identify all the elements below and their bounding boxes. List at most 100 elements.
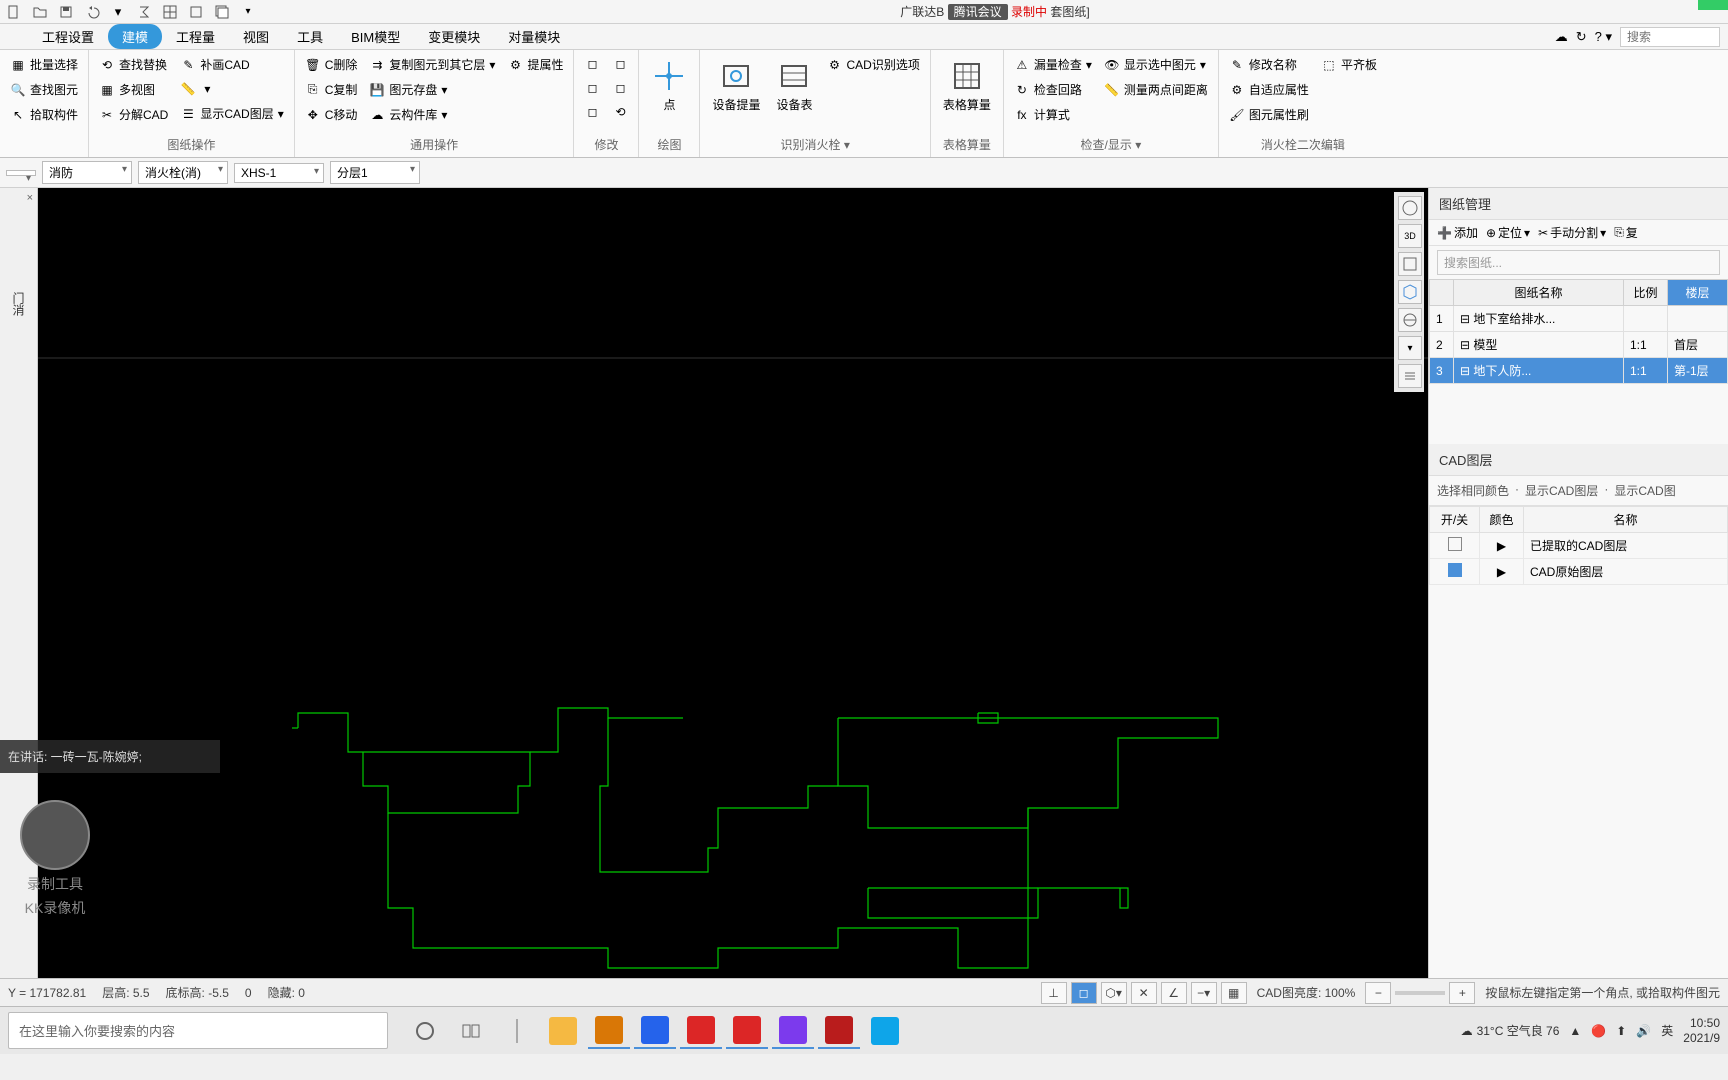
zoom-out-button[interactable]: − bbox=[1365, 982, 1391, 1004]
combo-layer[interactable]: 分层1 bbox=[330, 161, 420, 184]
leak-check-button[interactable]: ⚠漏量检查▾ bbox=[1012, 54, 1094, 75]
drawing-row[interactable]: 1⊟ 地下室给排水... bbox=[1430, 306, 1728, 332]
drawing-row[interactable]: 3⊟ 地下人防...1:1第-1层 bbox=[1430, 358, 1728, 384]
clock[interactable]: 10:50 2021/9 bbox=[1683, 1016, 1720, 1045]
qat-dropdown-icon[interactable]: ▾ bbox=[238, 2, 258, 22]
modify-btn1[interactable]: ◻ bbox=[582, 54, 602, 74]
sb-btn6[interactable]: −▾ bbox=[1191, 982, 1217, 1004]
filter-show-cad2[interactable]: 显示CAD图 bbox=[1614, 482, 1675, 499]
decompose-cad-button[interactable]: ✂分解CAD bbox=[97, 104, 170, 125]
c-copy-button[interactable]: ⎘C复制 bbox=[303, 79, 360, 100]
volume-icon[interactable]: 🔊 bbox=[1636, 1024, 1651, 1038]
3d-mode-icon[interactable]: 3D bbox=[1398, 224, 1422, 248]
orbit-icon[interactable] bbox=[1398, 196, 1422, 220]
tray-icon[interactable]: 🔴 bbox=[1591, 1024, 1606, 1038]
device-table-button[interactable]: 设备表 bbox=[772, 54, 816, 117]
modify-btn5[interactable]: ◻ bbox=[610, 78, 630, 98]
filter-show-cad[interactable]: 显示CAD图层 bbox=[1525, 482, 1598, 499]
tab-view[interactable]: 视图 bbox=[229, 24, 283, 49]
sb-btn4[interactable]: ✕ bbox=[1131, 982, 1157, 1004]
sum-icon[interactable] bbox=[134, 2, 154, 22]
combo-blank[interactable] bbox=[6, 170, 36, 176]
multi-view-button[interactable]: ▦多视图 bbox=[97, 79, 170, 100]
pick-component-button[interactable]: ↖拾取构件 bbox=[8, 104, 80, 125]
tab-change[interactable]: 变更模块 bbox=[414, 24, 494, 49]
cloud-lib-button[interactable]: ☁云构件库▾ bbox=[367, 104, 497, 125]
box-view-icon[interactable] bbox=[1398, 252, 1422, 276]
drawing-row[interactable]: 2⊟ 模型1:1首层 bbox=[1430, 332, 1728, 358]
taskbar-app-app1[interactable] bbox=[588, 1013, 630, 1049]
taskbar-app-cad[interactable] bbox=[634, 1013, 676, 1049]
ruler-button[interactable]: 📏▾ bbox=[178, 79, 285, 99]
sb-btn5[interactable]: ∠ bbox=[1161, 982, 1187, 1004]
modify-btn3[interactable]: ◻ bbox=[582, 102, 602, 122]
ime-label[interactable]: 英 bbox=[1661, 1022, 1673, 1039]
filter-same-color[interactable]: 选择相同颜色 bbox=[1437, 482, 1509, 499]
taskbar-app-app3[interactable] bbox=[726, 1013, 768, 1049]
show-cad-layer-button[interactable]: ☰显示CAD图层▾ bbox=[178, 103, 285, 124]
dropdown-icon[interactable]: ▾ bbox=[1398, 336, 1422, 360]
tray-icon[interactable]: ⬆ bbox=[1616, 1024, 1626, 1038]
tab-quantity[interactable]: 工程量 bbox=[162, 24, 229, 49]
zoom-in-button[interactable]: + bbox=[1449, 982, 1475, 1004]
tab-tools[interactable]: 工具 bbox=[283, 24, 337, 49]
tray-icon[interactable]: ▲ bbox=[1569, 1024, 1581, 1038]
sb-btn3[interactable]: ⬡▾ bbox=[1101, 982, 1127, 1004]
copy-drawing-button[interactable]: ⎘复 bbox=[1614, 224, 1638, 241]
locate-button[interactable]: ⊕定位▾ bbox=[1486, 224, 1530, 241]
weather-widget[interactable]: ☁ 31°C 空气良 76 bbox=[1461, 1022, 1560, 1039]
taskbar-app-meeting[interactable] bbox=[864, 1013, 906, 1049]
zoom-slider[interactable] bbox=[1395, 991, 1445, 995]
batch-select-button[interactable]: ▦批量选择 bbox=[8, 54, 80, 75]
taskbar-app-explorer[interactable] bbox=[542, 1013, 584, 1049]
combo-category[interactable]: 消火栓(消) bbox=[138, 161, 228, 184]
undo-icon[interactable] bbox=[82, 2, 102, 22]
adaptive-prop-button[interactable]: ⚙自适应属性 bbox=[1227, 79, 1311, 100]
table-calc-button[interactable]: 表格算量 bbox=[939, 54, 995, 117]
cloud-icon[interactable]: ☁ bbox=[1555, 29, 1568, 45]
check-loop-button[interactable]: ↻检查回路 bbox=[1012, 79, 1094, 100]
device-quantity-button[interactable]: 设备提量 bbox=[708, 54, 764, 117]
export-icon[interactable] bbox=[186, 2, 206, 22]
cad-recognize-options-button[interactable]: ⚙CAD识别选项 bbox=[825, 54, 922, 75]
more-icon[interactable] bbox=[212, 2, 232, 22]
drawing-search-input[interactable]: 搜索图纸... bbox=[1437, 250, 1720, 275]
taskbar-app-cortana[interactable] bbox=[404, 1013, 446, 1049]
help-icon[interactable]: ? ▾ bbox=[1595, 29, 1612, 45]
modify-btn2[interactable]: ◻ bbox=[582, 78, 602, 98]
extract-prop-button[interactable]: ⚙提属性 bbox=[505, 54, 565, 75]
grid-icon[interactable] bbox=[160, 2, 180, 22]
cube-view-icon[interactable] bbox=[1398, 280, 1422, 304]
c-move-button[interactable]: ✥C移动 bbox=[303, 104, 360, 125]
c-delete-button[interactable]: 🗑C删除 bbox=[303, 54, 360, 75]
refresh-icon[interactable]: ↻ bbox=[1576, 29, 1587, 45]
sb-btn2[interactable]: ◻ bbox=[1071, 982, 1097, 1004]
sidebar-close-icon[interactable]: × bbox=[27, 192, 33, 204]
tab-start[interactable] bbox=[0, 34, 28, 40]
taskbar-app-autocad[interactable] bbox=[818, 1013, 860, 1049]
copy-to-layer-button[interactable]: ⇉复制图元到其它层▾ bbox=[367, 54, 497, 75]
save-element-button[interactable]: 💾图元存盘▾ bbox=[367, 79, 497, 100]
layer-tool-icon[interactable] bbox=[1398, 364, 1422, 388]
taskbar-app-divider[interactable] bbox=[496, 1013, 538, 1049]
tab-compare[interactable]: 对量模块 bbox=[494, 24, 574, 49]
save-icon[interactable] bbox=[56, 2, 76, 22]
search-input[interactable] bbox=[1620, 27, 1720, 47]
taskbar-app-app4[interactable] bbox=[772, 1013, 814, 1049]
rename-button[interactable]: ✎修改名称 bbox=[1227, 54, 1311, 75]
sb-btn1[interactable]: ⊥ bbox=[1041, 982, 1067, 1004]
sb-btn7[interactable]: ▦ bbox=[1221, 982, 1247, 1004]
modify-btn4[interactable]: ◻ bbox=[610, 54, 630, 74]
taskbar-app-wps[interactable] bbox=[680, 1013, 722, 1049]
open-folder-icon[interactable] bbox=[30, 2, 50, 22]
manual-split-button[interactable]: ✂手动分割▾ bbox=[1538, 224, 1606, 241]
measure-dist-button[interactable]: 📏测量两点间距离 bbox=[1102, 79, 1210, 100]
layer-row[interactable]: ▶已提取的CAD图层 bbox=[1430, 533, 1728, 559]
draw-cad-button[interactable]: ✎补画CAD bbox=[178, 54, 285, 75]
modify-btn6[interactable]: ⟲ bbox=[610, 102, 630, 122]
find-replace-button[interactable]: ⟲查找替换 bbox=[97, 54, 170, 75]
canvas[interactable]: 3D ▾ bbox=[38, 188, 1428, 978]
combo-system[interactable]: 消防 bbox=[42, 161, 132, 184]
prop-brush-button[interactable]: 🖌图元属性刷 bbox=[1227, 104, 1311, 125]
show-selected-button[interactable]: 👁显示选中图元▾ bbox=[1102, 54, 1210, 75]
